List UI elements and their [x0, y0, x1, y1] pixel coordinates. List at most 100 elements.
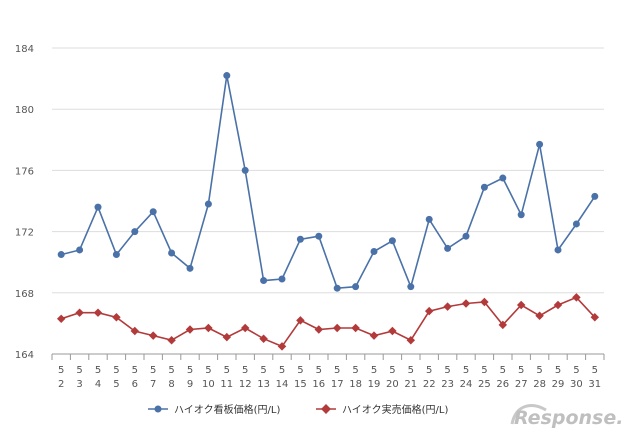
watermark-logo: Response.: [510, 404, 623, 429]
x-tick-month: 5: [408, 365, 414, 376]
x-tick-month: 5: [113, 365, 119, 376]
x-tick-day: 26: [496, 379, 509, 390]
x-tick-day: 7: [150, 379, 156, 390]
series-point-0: [425, 215, 433, 223]
x-tick-day: 30: [570, 379, 583, 390]
x-tick-month: 5: [224, 365, 230, 376]
series-point-0: [223, 72, 231, 80]
series-point-0: [352, 283, 360, 291]
series-point-0: [370, 247, 378, 255]
series-point-0: [149, 208, 157, 216]
x-tick-month: 5: [592, 365, 598, 376]
series-point-1: [93, 308, 103, 317]
series-point-0: [388, 237, 396, 245]
series-point-1: [443, 302, 452, 311]
legend-label-signboard: ハイオク看板価格(円/L): [174, 403, 280, 416]
x-tick-day: 18: [349, 379, 362, 390]
series-point-0: [480, 183, 488, 191]
series-point-0: [94, 203, 102, 211]
series-point-1: [277, 342, 287, 351]
x-tick-month: 5: [150, 365, 156, 376]
x-tick-month: 5: [260, 365, 266, 376]
series-point-1: [204, 323, 213, 333]
series-point-1: [498, 320, 508, 330]
series-point-1: [296, 316, 305, 325]
x-tick-month: 5: [242, 365, 248, 376]
x-tick-day: 24: [460, 379, 473, 390]
x-tick-day: 15: [294, 379, 307, 390]
x-tick-month: 5: [297, 365, 303, 376]
x-tick-day: 12: [239, 379, 252, 390]
series-point-1: [572, 293, 581, 302]
x-tick-day: 29: [552, 379, 565, 390]
x-tick-day: 13: [257, 379, 270, 390]
legend: ハイオク看板価格(円/L) ハイオク実売価格(円/L): [148, 403, 448, 416]
x-tick-day: 11: [220, 379, 233, 390]
x-tick-month: 5: [76, 365, 82, 376]
series-point-0: [333, 284, 341, 292]
series-point-0: [112, 251, 120, 259]
x-tick-day: 6: [132, 379, 138, 390]
series-point-1: [461, 299, 471, 308]
x-tick-month: 5: [168, 365, 174, 376]
x-tick-month: 5: [132, 365, 138, 376]
x-axis: 5253545556575859510511512513514515516517…: [51, 353, 605, 390]
y-tick-label: 168: [15, 289, 34, 300]
x-tick-day: 2: [58, 379, 64, 390]
series-point-0: [296, 235, 304, 243]
series-point-0: [407, 283, 415, 291]
x-tick-month: 5: [518, 365, 524, 376]
x-tick-month: 5: [500, 365, 506, 376]
series-point-1: [535, 311, 544, 320]
series-point-0: [186, 264, 194, 272]
series-point-0: [554, 246, 562, 254]
x-tick-month: 5: [555, 365, 561, 376]
x-tick-day: 14: [276, 379, 289, 390]
x-tick-month: 5: [352, 365, 358, 376]
x-tick-day: 3: [76, 379, 82, 390]
x-tick-day: 5: [113, 379, 119, 390]
x-tick-month: 5: [481, 365, 487, 376]
series-lines: [60, 75, 596, 348]
x-tick-day: 20: [386, 379, 399, 390]
series-point-1: [240, 323, 250, 333]
series-point-1: [369, 331, 379, 340]
y-tick-label: 180: [15, 105, 34, 116]
y-axis: 164 168 172 176 180 184: [15, 44, 34, 361]
series-point-1: [553, 300, 563, 310]
legend-marker-signboard: [154, 405, 162, 413]
x-tick-day: 4: [95, 379, 101, 390]
series-point-1: [351, 323, 360, 333]
series-point-0: [499, 174, 507, 182]
y-tick-label: 164: [15, 350, 34, 361]
series-point-0: [572, 220, 580, 228]
series-point-1: [332, 323, 342, 333]
x-tick-month: 5: [371, 365, 377, 376]
legend-marker-actual: [321, 404, 331, 414]
y-tick-label: 184: [15, 44, 34, 55]
series-point-1: [590, 313, 600, 322]
x-tick-day: 21: [404, 379, 417, 390]
x-tick-month: 5: [279, 365, 285, 376]
series-point-1: [185, 325, 195, 334]
series-point-0: [241, 166, 249, 174]
series-point-1: [424, 306, 434, 316]
series-point-0: [57, 251, 65, 259]
series-point-1: [480, 297, 489, 307]
series-point-0: [168, 249, 176, 257]
x-tick-month: 5: [334, 365, 340, 376]
x-tick-month: 5: [187, 365, 193, 376]
x-tick-day: 22: [423, 379, 436, 390]
series-point-0: [278, 275, 286, 283]
x-tick-month: 5: [389, 365, 395, 376]
x-tick-day: 27: [515, 379, 528, 390]
series-point-1: [406, 335, 416, 345]
x-tick-day: 28: [533, 379, 546, 390]
series-point-0: [204, 200, 212, 208]
series-point-0: [131, 228, 139, 236]
series-point-1: [56, 314, 66, 324]
watermark-swoosh: [510, 404, 547, 425]
x-tick-month: 5: [205, 365, 211, 376]
legend-item-actual: ハイオク実売価格(円/L): [316, 403, 448, 416]
